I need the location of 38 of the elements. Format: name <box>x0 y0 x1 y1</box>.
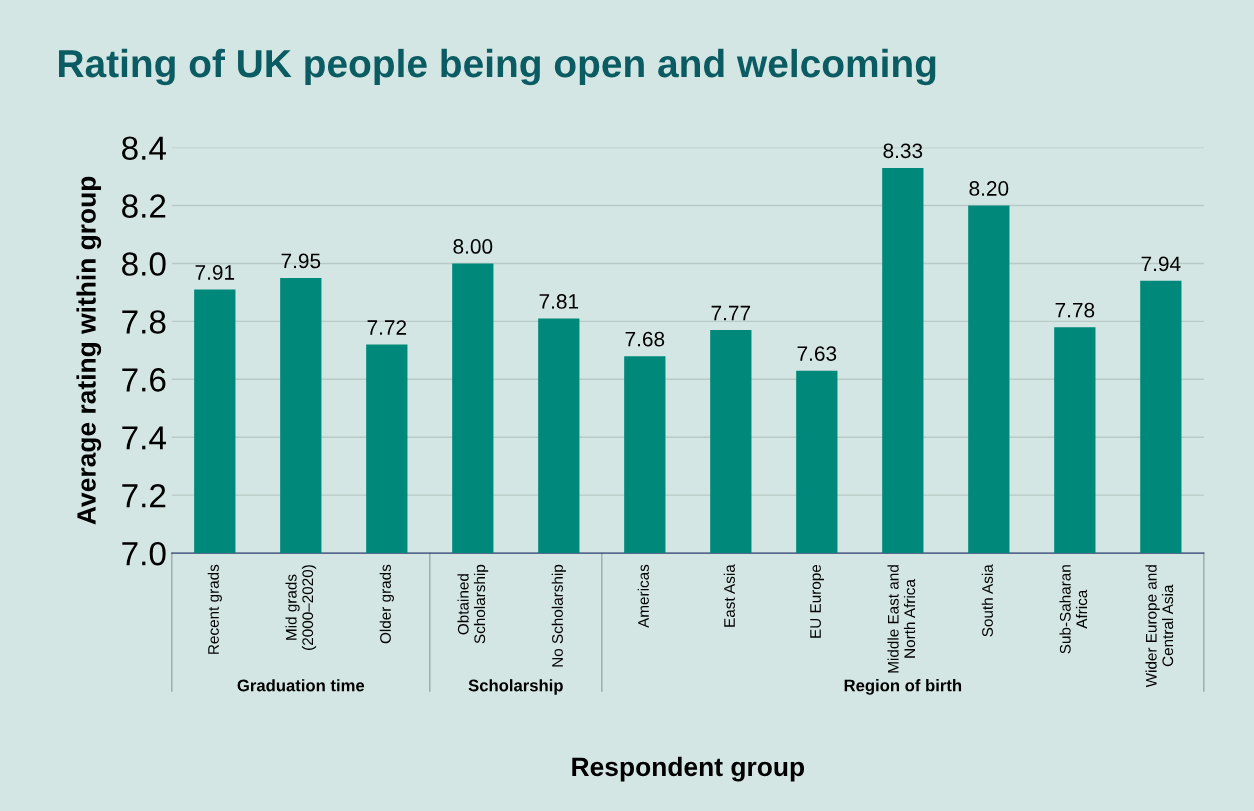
y-tick-label: 7.4 <box>122 426 166 450</box>
y-tick-label: 7.8 <box>122 310 166 334</box>
text: Scholarship <box>468 679 563 695</box>
y-axis-title: Average rating within group <box>76 176 102 525</box>
data-label: 7.72 <box>367 320 407 335</box>
x-tick-label: Mid grads (2000–2020) <box>285 565 317 650</box>
x-tick-label: Older grads <box>379 564 394 644</box>
text: Graduation time <box>237 679 365 692</box>
y-tick-label: 8.0 <box>122 252 166 276</box>
y-tick-label: 8.2 <box>122 194 166 218</box>
data-label: 7.63 <box>797 346 837 361</box>
x-tick-label: South Asia <box>981 564 993 637</box>
data-label: 8.33 <box>883 143 923 159</box>
y-tick-label: 8.4 <box>122 136 166 161</box>
x-tick-label: No Scholarship <box>551 564 566 667</box>
y-tick-label: 7.2 <box>122 483 166 508</box>
x-tick-label: Sub-Saharan Africa <box>1059 565 1088 654</box>
data-label: 7.68 <box>625 331 665 347</box>
data-label: 7.81 <box>539 294 579 309</box>
x-tick-label: EU Europe <box>810 564 824 638</box>
x-tick-label: Middle East and North Africa <box>887 565 916 673</box>
chart-title: Rating of UK people being open and welcoming <box>59 48 936 86</box>
x-tick-label: Recent grads <box>207 564 222 654</box>
data-label: 7.95 <box>281 253 321 269</box>
y-tick-label: 7.0 <box>122 541 166 566</box>
data-label: 8.00 <box>453 239 493 254</box>
data-label: 7.77 <box>711 305 751 321</box>
x-tick-label: Obtained Scholarship <box>457 564 489 644</box>
data-label: 7.91 <box>195 265 235 280</box>
y-tick-label: 7.6 <box>122 368 166 392</box>
x-axis-title: Respondent group <box>572 756 805 782</box>
data-label: 8.20 <box>969 181 1009 196</box>
text: Region of birth <box>844 679 962 695</box>
x-tick-label: Americas <box>637 564 649 628</box>
data-label: 7.94 <box>1141 256 1181 272</box>
x-tick-label: Wider Europe and Central Asia <box>1145 565 1174 688</box>
x-tick-label: East Asia <box>723 564 735 627</box>
data-label: 7.78 <box>1055 302 1095 318</box>
